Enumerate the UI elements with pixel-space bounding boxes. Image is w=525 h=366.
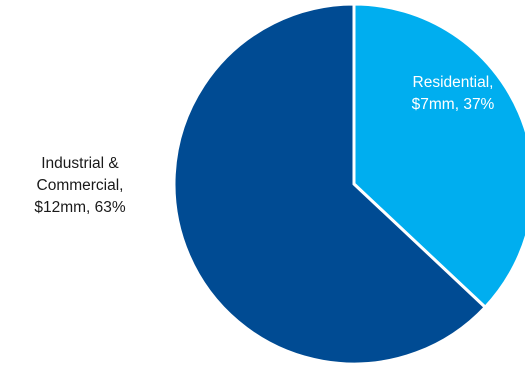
- data-label-line: Commercial,: [37, 177, 124, 194]
- pie-slice-residential: [352, 2, 525, 310]
- data-label-line: $12mm, 63%: [34, 199, 126, 216]
- data-label-residential: Residential, $7mm, 37%: [412, 74, 495, 113]
- pie-slice-industrial-commercial: [172, 2, 488, 366]
- data-label-line: $7mm, 37%: [412, 96, 495, 113]
- data-label-line: Residential,: [413, 74, 494, 91]
- data-label-industrial-commercial: Industrial & Commercial, $12mm, 63%: [34, 155, 126, 216]
- data-label-line: Industrial &: [41, 155, 119, 172]
